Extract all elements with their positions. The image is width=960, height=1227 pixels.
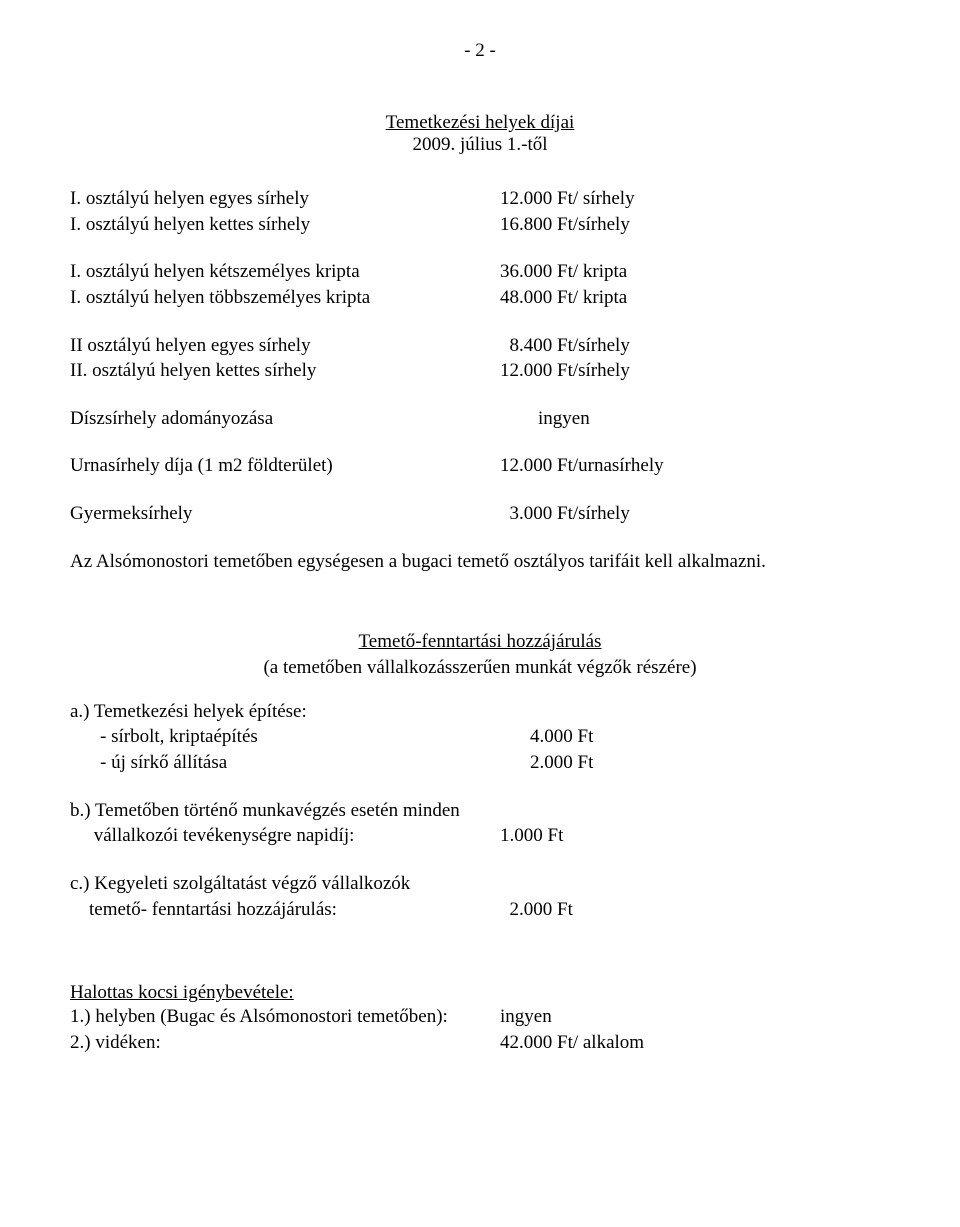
fee-row: II osztályú helyen egyes sírhely 8.400 F… <box>70 333 890 359</box>
group-5: Urnasírhely díja (1 m2 földterület) 12.0… <box>70 453 890 479</box>
group-1: I. osztályú helyen egyes sírhely 12.000 … <box>70 186 890 237</box>
section-c: c.) Kegyeleti szolgáltatást végző vállal… <box>70 871 890 922</box>
c-line2-value: 2.000 Ft <box>500 897 890 923</box>
b-line2: vállalkozói tevékenységre napidíj: 1.000… <box>70 823 890 849</box>
a-item-value: 4.000 Ft <box>530 724 890 750</box>
fee-row: Díszsírhely adományozása ingyen <box>70 406 890 432</box>
c-line1-text: c.) Kegyeleti szolgáltatást végző vállal… <box>70 871 670 897</box>
fee-label: II. osztályú helyen kettes sírhely <box>70 358 500 384</box>
fee-value: 3.000 Ft/sírhely <box>500 501 890 527</box>
fee-label: I. osztályú helyen többszemélyes kripta <box>70 285 500 311</box>
s3-value: 42.000 Ft/ alkalom <box>500 1030 890 1056</box>
fee-value: ingyen <box>500 406 890 432</box>
s3-label: 2.) vidéken: <box>70 1030 500 1056</box>
empty <box>500 699 890 725</box>
fee-value: 16.800 Ft/sírhely <box>500 212 890 238</box>
group-6: Gyermeksírhely 3.000 Ft/sírhely <box>70 501 890 527</box>
fee-row: I. osztályú helyen egyes sírhely 12.000 … <box>70 186 890 212</box>
c-line1: c.) Kegyeleti szolgáltatást végző vállal… <box>70 871 890 897</box>
a-item-label: - új sírkő állítása <box>70 750 530 776</box>
fee-value: 48.000 Ft/ kripta <box>500 285 890 311</box>
a-item-row: - új sírkő állítása 2.000 Ft <box>70 750 890 776</box>
a-item-value: 2.000 Ft <box>530 750 890 776</box>
fee-label: Díszsírhely adományozása <box>70 406 500 432</box>
b-line1: b.) Temetőben történő munkavégzés esetén… <box>70 798 890 824</box>
b-line1-text: b.) Temetőben történő munkavégzés esetén… <box>70 798 670 824</box>
b-line2-label: vállalkozói tevékenységre napidíj: <box>70 823 500 849</box>
a-heading-row: a.) Temetkezési helyek építése: <box>70 699 890 725</box>
s3-row: 2.) vidéken: 42.000 Ft/ alkalom <box>70 1030 890 1056</box>
fee-value: 12.000 Ft/ sírhely <box>500 186 890 212</box>
s3-label: 1.) helyben (Bugac és Alsómonostori teme… <box>70 1004 500 1030</box>
section2-subtitle: (a temetőben vállalkozásszerűen munkát v… <box>70 655 890 681</box>
fee-label: Urnasírhely díja (1 m2 földterület) <box>70 453 500 479</box>
fee-label: II osztályú helyen egyes sírhely <box>70 333 500 359</box>
note-paragraph: Az Alsómonostori temetőben egységesen a … <box>70 549 890 575</box>
section-b: b.) Temetőben történő munkavégzés esetén… <box>70 798 890 849</box>
title-block: Temetkezési helyek díjai 2009. július 1.… <box>70 112 890 156</box>
fee-label: Gyermeksírhely <box>70 501 500 527</box>
doc-title: Temetkezési helyek díjai <box>70 112 890 134</box>
doc-subtitle: 2009. július 1.-től <box>70 134 890 156</box>
fee-row: Gyermeksírhely 3.000 Ft/sírhely <box>70 501 890 527</box>
fee-value: 12.000 Ft/sírhely <box>500 358 890 384</box>
page-number: - 2 - <box>70 40 890 62</box>
section3: Halottas kocsi igénybevétele: 1.) helybe… <box>70 982 890 1055</box>
fee-value: 12.000 Ft/urnasírhely <box>500 453 890 479</box>
section2-heading: Temető-fenntartási hozzájárulás (a temet… <box>70 629 890 680</box>
group-3: II osztályú helyen egyes sírhely 8.400 F… <box>70 333 890 384</box>
section2-title: Temető-fenntartási hozzájárulás <box>70 629 890 655</box>
fee-label: I. osztályú helyen kettes sírhely <box>70 212 500 238</box>
fee-value: 8.400 Ft/sírhely <box>500 333 890 359</box>
fee-row: I. osztályú helyen kétszemélyes kripta 3… <box>70 259 890 285</box>
fee-row: II. osztályú helyen kettes sírhely 12.00… <box>70 358 890 384</box>
fee-label: I. osztályú helyen kétszemélyes kripta <box>70 259 500 285</box>
b-line2-value: 1.000 Ft <box>500 823 890 849</box>
c-line2-label: temető- fenntartási hozzájárulás: <box>70 897 500 923</box>
fee-label: I. osztályú helyen egyes sírhely <box>70 186 500 212</box>
group-4: Díszsírhely adományozása ingyen <box>70 406 890 432</box>
section3-title: Halottas kocsi igénybevétele: <box>70 982 294 1004</box>
fee-row: I. osztályú helyen kettes sírhely 16.800… <box>70 212 890 238</box>
a-item-label: - sírbolt, kriptaépítés <box>70 724 530 750</box>
fee-value: 36.000 Ft/ kripta <box>500 259 890 285</box>
fee-row: Urnasírhely díja (1 m2 földterület) 12.0… <box>70 453 890 479</box>
a-heading: a.) Temetkezési helyek építése: <box>70 699 500 725</box>
s3-value: ingyen <box>500 1004 890 1030</box>
c-line2: temető- fenntartási hozzájárulás: 2.000 … <box>70 897 890 923</box>
group-2: I. osztályú helyen kétszemélyes kripta 3… <box>70 259 890 310</box>
section-a: a.) Temetkezési helyek építése: - sírbol… <box>70 699 890 776</box>
a-item-row: - sírbolt, kriptaépítés 4.000 Ft <box>70 724 890 750</box>
fee-row: I. osztályú helyen többszemélyes kripta … <box>70 285 890 311</box>
s3-row: 1.) helyben (Bugac és Alsómonostori teme… <box>70 1004 890 1030</box>
